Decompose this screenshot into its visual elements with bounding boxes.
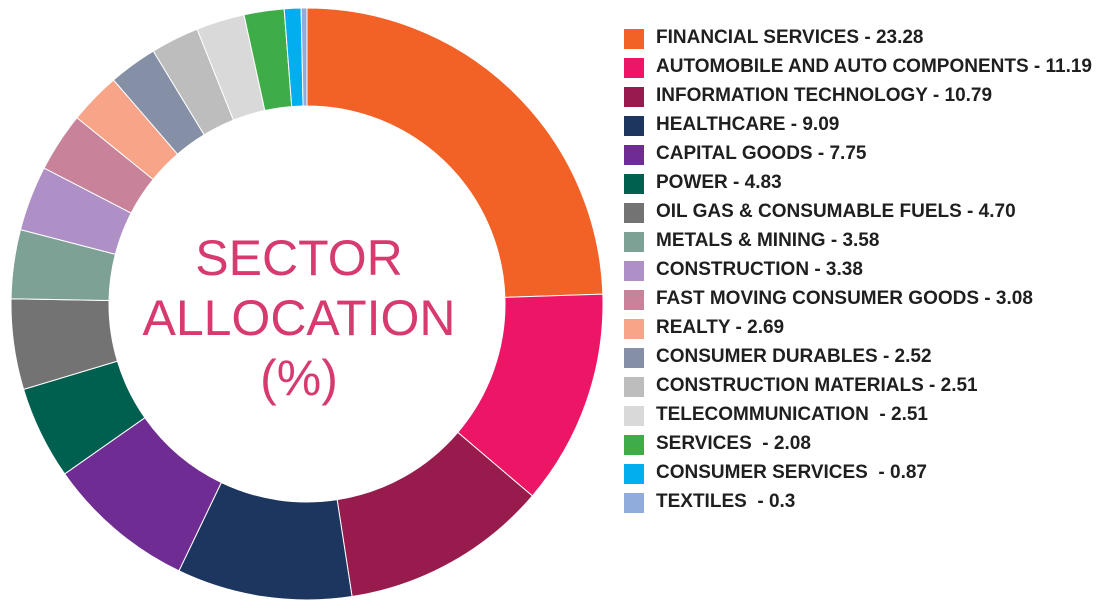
legend-item-13: CONSTRUCTION MATERIALS - 2.51 bbox=[624, 375, 1104, 398]
legend-item-9: CONSTRUCTION - 3.38 bbox=[624, 259, 1104, 282]
legend-label-2: AUTOMOBILE AND AUTO COMPONENTS - 11.19 bbox=[656, 56, 1092, 77]
legend-label-12: CONSUMER DURABLES - 2.52 bbox=[656, 346, 932, 367]
legend-swatch-1 bbox=[624, 29, 644, 49]
legend-item-7: OIL GAS & CONSUMABLE FUELS - 4.70 bbox=[624, 201, 1104, 224]
legend-item-14: TELECOMMUNICATION - 2.51 bbox=[624, 404, 1104, 427]
legend-swatch-14 bbox=[624, 406, 644, 426]
legend-item-17: TEXTILES - 0.3 bbox=[624, 491, 1104, 514]
legend-item-2: AUTOMOBILE AND AUTO COMPONENTS - 11.19 bbox=[624, 56, 1104, 79]
pie-slice-17 bbox=[300, 7, 308, 107]
legend-swatch-5 bbox=[624, 145, 644, 165]
legend: FINANCIAL SERVICES - 23.28 AUTOMOBILE AND… bbox=[624, 27, 1104, 520]
chart-title-line-3: (%) bbox=[260, 350, 338, 406]
legend-label-6: POWER - 4.83 bbox=[656, 172, 782, 193]
legend-label-15: SERVICES - 2.08 bbox=[656, 433, 811, 454]
legend-item-15: SERVICES - 2.08 bbox=[624, 433, 1104, 456]
legend-item-3: INFORMATION TECHNOLOGY - 10.79 bbox=[624, 85, 1104, 108]
pie-slice-1 bbox=[306, 7, 604, 298]
chart-title-line-1: SECTOR bbox=[195, 230, 403, 286]
legend-item-11: REALTY - 2.69 bbox=[624, 317, 1104, 340]
legend-swatch-8 bbox=[624, 232, 644, 252]
legend-label-9: CONSTRUCTION - 3.38 bbox=[656, 259, 863, 280]
legend-label-5: CAPITAL GOODS - 7.75 bbox=[656, 143, 867, 164]
legend-swatch-4 bbox=[624, 116, 644, 136]
legend-swatch-16 bbox=[624, 464, 644, 484]
legend-swatch-10 bbox=[624, 290, 644, 310]
legend-swatch-7 bbox=[624, 203, 644, 223]
legend-swatch-2 bbox=[624, 58, 644, 78]
legend-item-6: POWER - 4.83 bbox=[624, 172, 1104, 195]
legend-item-4: HEALTHCARE - 9.09 bbox=[624, 114, 1104, 137]
legend-label-14: TELECOMMUNICATION - 2.51 bbox=[656, 404, 928, 425]
legend-item-10: FAST MOVING CONSUMER GOODS - 3.08 bbox=[624, 288, 1104, 311]
legend-item-5: CAPITAL GOODS - 7.75 bbox=[624, 143, 1104, 166]
legend-label-17: TEXTILES - 0.3 bbox=[656, 491, 796, 512]
legend-swatch-3 bbox=[624, 87, 644, 107]
donut-chart bbox=[10, 7, 604, 601]
legend-swatch-6 bbox=[624, 174, 644, 194]
legend-label-1: FINANCIAL SERVICES - 23.28 bbox=[656, 27, 924, 48]
legend-item-8: METALS & MINING - 3.58 bbox=[624, 230, 1104, 253]
legend-swatch-11 bbox=[624, 319, 644, 339]
legend-item-12: CONSUMER DURABLES - 2.52 bbox=[624, 346, 1104, 369]
legend-label-4: HEALTHCARE - 9.09 bbox=[656, 114, 840, 135]
legend-label-3: INFORMATION TECHNOLOGY - 10.79 bbox=[656, 85, 993, 106]
legend-swatch-13 bbox=[624, 377, 644, 397]
legend-item-16: CONSUMER SERVICES - 0.87 bbox=[624, 462, 1104, 485]
legend-swatch-15 bbox=[624, 435, 644, 455]
legend-label-7: OIL GAS & CONSUMABLE FUELS - 4.70 bbox=[656, 201, 1016, 222]
legend-label-10: FAST MOVING CONSUMER GOODS - 3.08 bbox=[656, 288, 1033, 309]
legend-swatch-9 bbox=[624, 261, 644, 281]
legend-item-1: FINANCIAL SERVICES - 23.28 bbox=[624, 27, 1104, 50]
legend-swatch-12 bbox=[624, 348, 644, 368]
legend-label-8: METALS & MINING - 3.58 bbox=[656, 230, 880, 251]
legend-swatch-17 bbox=[624, 493, 644, 513]
chart-title-line-2: ALLOCATION bbox=[142, 290, 456, 346]
legend-label-13: CONSTRUCTION MATERIALS - 2.51 bbox=[656, 375, 978, 396]
legend-label-11: REALTY - 2.69 bbox=[656, 317, 785, 338]
legend-label-16: CONSUMER SERVICES - 0.87 bbox=[656, 462, 928, 483]
